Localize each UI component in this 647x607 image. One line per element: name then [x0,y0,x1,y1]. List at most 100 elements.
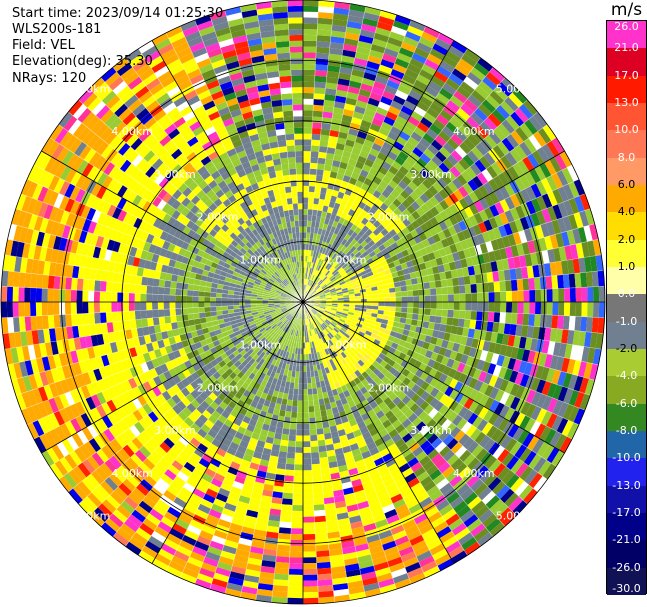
velocity-gate [421,528,437,540]
velocity-gate [460,258,468,269]
velocity-gate [309,365,314,372]
velocity-gate [275,327,282,334]
velocity-gate [137,406,148,419]
velocity-gate [339,372,347,380]
velocity-gate [137,354,146,365]
velocity-gate [261,360,269,368]
velocity-gate [346,375,354,383]
velocity-gate [21,242,31,259]
velocity-gate [463,453,476,467]
velocity-gate [355,495,368,504]
velocity-gate [318,325,324,332]
velocity-gate [501,77,517,93]
velocity-gate [269,309,276,313]
velocity-gate [296,429,303,436]
velocity-gate [285,313,291,319]
velocity-gate [371,290,379,295]
velocity-gate [407,307,414,314]
velocity-gate [418,36,435,49]
velocity-gate [530,212,541,227]
velocity-gate [318,291,325,295]
velocity-gate [334,248,341,255]
velocity-gate [318,265,324,272]
velocity-gate [368,336,376,343]
velocity-gate [468,400,479,413]
velocity-gate [449,389,459,401]
velocity-gate [388,428,399,439]
velocity-gate [458,158,470,171]
velocity-gate [293,388,299,395]
velocity-gate [306,273,309,280]
velocity-gate [340,365,348,373]
velocity-gate [333,154,343,162]
velocity-gate [413,406,424,417]
velocity-gate [303,539,316,546]
velocity-gate [322,111,333,119]
velocity-gate [314,321,319,328]
velocity-gate [424,288,431,296]
velocity-gate [412,162,424,173]
velocity-gate [334,148,344,157]
velocity-gate [192,467,205,478]
velocity-gate [233,298,240,302]
velocity-gate [384,85,398,96]
velocity-gate [323,269,329,275]
velocity-gate [413,235,422,244]
velocity-gate [217,367,226,376]
velocity-gate [152,286,159,295]
velocity-gate [396,52,412,64]
velocity-gate [171,322,178,330]
velocity-gate [130,453,143,467]
velocity-gate [514,145,528,160]
velocity-gate [467,150,479,164]
velocity-gate [175,425,187,436]
velocity-gate [325,280,332,285]
velocity-gate [525,214,535,229]
velocity-gate [193,447,205,458]
velocity-gate [324,270,331,277]
velocity-gate [462,437,475,450]
velocity-gate [312,388,318,395]
velocity-gate [410,393,421,403]
velocity-gate [510,312,518,325]
velocity-gate [303,40,317,47]
velocity-gate [135,527,152,541]
velocity-gate [317,310,324,315]
velocity-gate [322,485,333,493]
velocity-gate [303,348,306,355]
velocity-gate [100,322,108,334]
velocity-gate [276,311,283,316]
velocity-gate [41,288,48,302]
velocity-gate [416,550,433,562]
velocity-gate [123,292,129,302]
velocity-gate [158,279,166,288]
velocity-gate [211,535,226,545]
velocity-gate [182,406,193,417]
velocity-gate [287,393,294,401]
velocity-gate [355,302,362,305]
velocity-gate [251,540,265,549]
velocity-gate [309,238,313,245]
velocity-gate [172,404,183,415]
velocity-gate [239,292,246,296]
velocity-gate [581,241,590,258]
velocity-gate [464,48,481,63]
velocity-gate [32,388,43,404]
velocity-gate [490,332,498,344]
velocity-gate [546,175,558,191]
velocity-gate [153,482,167,495]
velocity-gate [219,513,233,523]
velocity-gate [344,563,360,572]
velocity-gate [250,492,262,501]
velocity-gate [371,254,379,262]
velocity-gate [323,321,329,327]
velocity-gate [448,261,457,271]
velocity-gate [335,453,346,462]
velocity-gate [535,289,542,302]
velocity-gate [446,253,455,263]
velocity-gate [310,289,316,294]
velocity-gate [325,188,334,196]
velocity-gate [303,185,310,192]
velocity-gate [296,359,300,366]
velocity-gate [64,351,73,366]
